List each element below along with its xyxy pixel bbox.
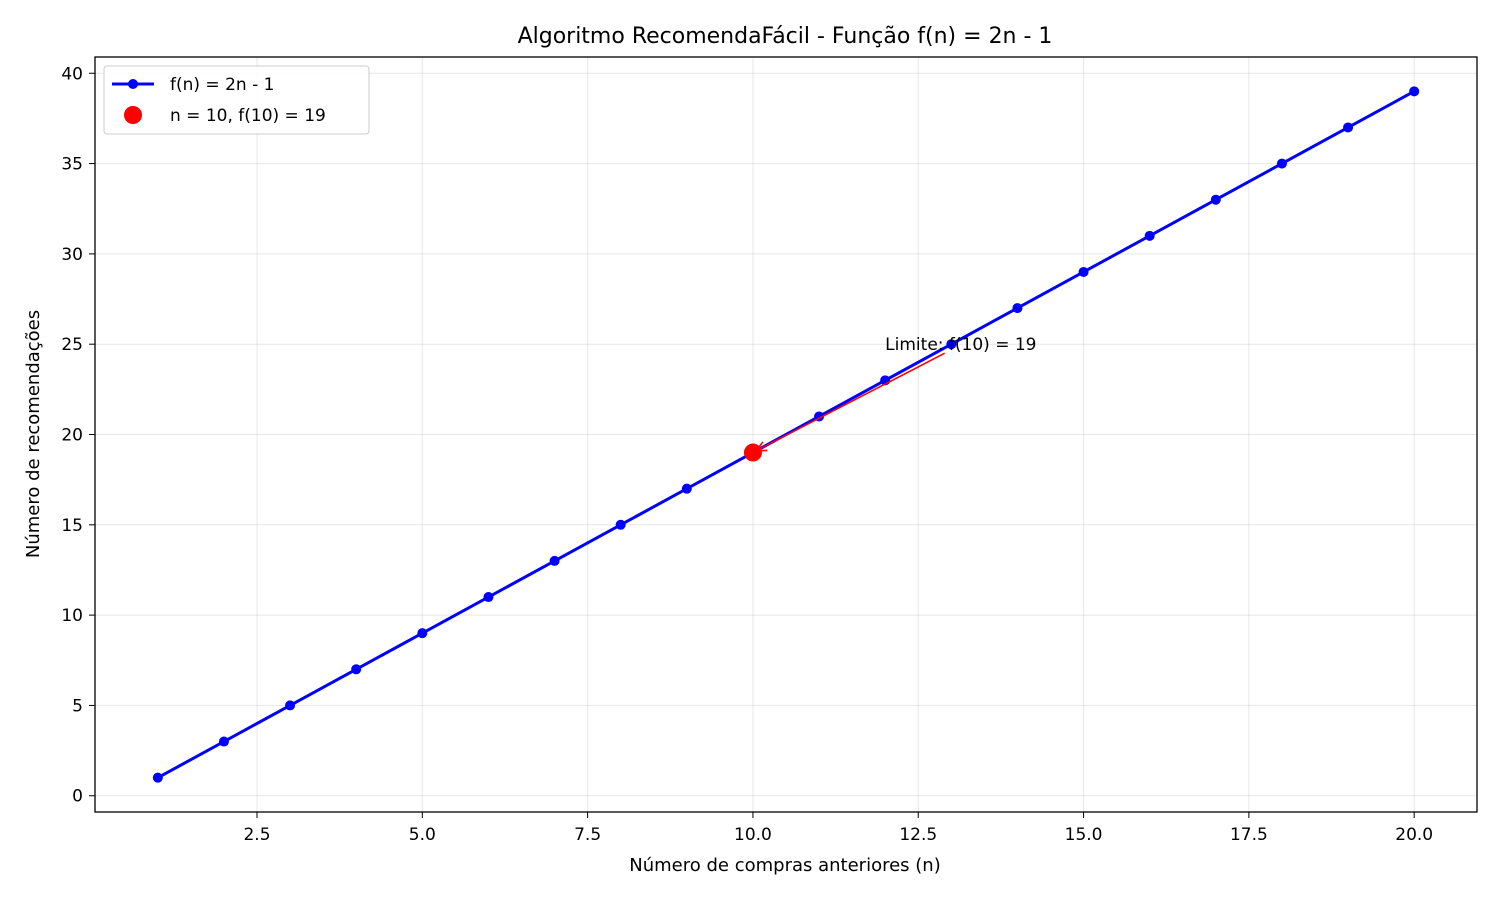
data-point <box>351 664 362 675</box>
data-point <box>1276 158 1287 169</box>
x-tick-label: 10.0 <box>734 825 772 845</box>
x-tick-label: 2.5 <box>243 825 270 845</box>
y-tick-label: 0 <box>72 787 83 807</box>
y-tick-label: 10 <box>61 606 83 626</box>
data-point <box>615 519 626 530</box>
data-point <box>152 772 163 783</box>
y-tick-label: 35 <box>61 155 83 175</box>
data-point <box>681 483 692 494</box>
annotation-text: Limite: f(10) = 19 <box>885 335 1036 355</box>
y-tick-label: 25 <box>61 335 83 355</box>
data-point <box>417 628 428 639</box>
legend: f(n) = 2n - 1 n = 10, f(10) = 19 <box>103 65 370 135</box>
annotation-arrow-head <box>754 441 768 452</box>
x-tick-label: 5.0 <box>409 825 436 845</box>
legend-entry-highlight: n = 10, f(10) = 19 <box>170 106 326 126</box>
x-tick-label: 15.0 <box>1065 825 1103 845</box>
annotation: Limite: f(10) = 19 <box>754 335 1036 452</box>
data-point <box>285 700 296 711</box>
x-tick-label: 12.5 <box>899 825 937 845</box>
y-tick-label: 5 <box>72 696 83 716</box>
data-point <box>483 592 494 603</box>
y-axis-ticks: 0 5 10 15 20 25 30 35 40 <box>61 64 95 807</box>
data-point <box>1409 86 1420 97</box>
legend-highlight-sample <box>124 106 142 124</box>
x-tick-label: 7.5 <box>574 825 601 845</box>
data-point <box>1343 122 1354 133</box>
data-point <box>1210 194 1221 205</box>
annotation-arrow-line <box>755 352 946 452</box>
legend-box <box>103 65 370 135</box>
x-tick-label: 17.5 <box>1230 825 1268 845</box>
plot-frame <box>94 56 1478 813</box>
y-tick-label: 15 <box>61 516 83 536</box>
legend-marker-sample <box>128 79 138 89</box>
y-tick-label: 20 <box>61 426 83 446</box>
data-point <box>549 555 560 566</box>
x-tick-label: 20.0 <box>1395 825 1433 845</box>
data-point <box>1144 230 1155 241</box>
y-tick-label: 40 <box>61 64 83 84</box>
data-point <box>218 736 229 747</box>
data-point <box>1012 303 1023 314</box>
y-axis-label: Número de recomendações <box>23 310 44 558</box>
x-axis-label: Número de compras anteriores (n) <box>629 855 940 876</box>
y-tick-label: 30 <box>61 245 83 265</box>
x-axis-ticks: 2.5 5.0 7.5 10.0 12.5 15.0 17.5 20.0 <box>243 812 1433 845</box>
legend-entry-series: f(n) = 2n - 1 <box>170 75 274 95</box>
data-point <box>1078 266 1089 277</box>
grid <box>95 57 1477 812</box>
data-point <box>946 339 957 350</box>
chart-title: Algoritmo RecomendaFácil - Função f(n) =… <box>518 24 1053 49</box>
